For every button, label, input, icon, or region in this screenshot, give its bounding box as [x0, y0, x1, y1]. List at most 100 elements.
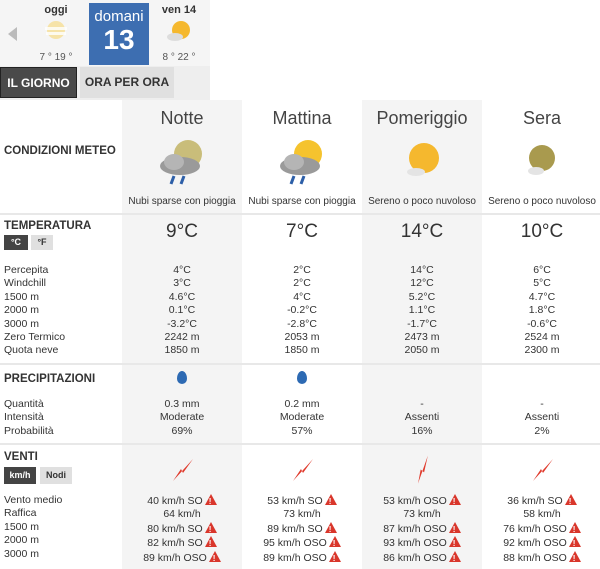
main-temperature: 10°C: [520, 221, 564, 242]
forecast-table: CONDIZIONI METEO Notte Nubi sparse con pi…: [0, 100, 600, 569]
value: 16%: [411, 424, 433, 437]
row-label: 2000 m: [4, 534, 40, 547]
value-column: 0.2 mm Moderate 57%: [242, 398, 362, 438]
period-name: Mattina: [272, 108, 332, 128]
value-column: 6°C 5°C 4.7°C 1.8°C -0.6°C 2524 m 2300 m: [482, 264, 600, 358]
previous-day-arrow-icon[interactable]: [8, 27, 17, 41]
value-column: 53 km/h SO73 km/h89 km/h SO 95 km/h OSO89…: [242, 494, 362, 565]
day-ven-14[interactable]: ven 14 8 ° 22 °: [150, 0, 208, 65]
day-selector: oggi 7 ° 19 ° domani 13 ven 14 8 ° 22 ° …: [0, 0, 210, 100]
value: 1850 m: [284, 344, 320, 357]
day-temps: 8 ° 22 °: [162, 52, 196, 63]
value-row: 57%: [242, 425, 362, 438]
value-column: 40 km/h SO64 km/h80 km/h SO 82 km/h SO89 …: [122, 494, 242, 565]
value-row: -1.7°C: [362, 318, 482, 331]
value: 3°C: [173, 277, 191, 290]
tab-il-giorno[interactable]: IL GIORNO: [0, 67, 77, 98]
tab-ora-per-ora[interactable]: ORA PER ORA: [80, 67, 174, 98]
warning-icon[interactable]: [448, 494, 461, 508]
row-label: Percepita: [4, 264, 49, 276]
warning-icon[interactable]: [564, 494, 577, 508]
value-row: 1.1°C: [362, 304, 482, 317]
sun-small-cloud-icon: [362, 136, 482, 188]
row-label: Quantità: [4, 398, 44, 410]
view-tabs: IL GIORNO ORA PER ORA: [0, 66, 210, 100]
moon-small-cloud-icon: [482, 136, 600, 188]
row-label: 2000 m: [4, 304, 40, 317]
value: 64 km/h: [163, 508, 201, 521]
day-name: ven 14: [161, 4, 197, 16]
period-description: Sereno o poco nuvoloso: [368, 196, 476, 207]
warning-icon[interactable]: [204, 494, 217, 508]
warning-icon[interactable]: [568, 550, 581, 565]
value: 1.1°C: [408, 304, 436, 317]
value-row: 5.2°C: [362, 291, 482, 304]
wind-direction-arrow-icon: [362, 455, 482, 485]
value-row: Assenti: [482, 411, 600, 424]
warning-icon[interactable]: [448, 536, 461, 551]
value-row: 89 km/h OSO: [242, 550, 362, 565]
row-label: Windchill: [4, 277, 47, 290]
warning-icon[interactable]: [208, 550, 221, 565]
value: 87 km/h OSO: [383, 522, 447, 535]
warning-icon[interactable]: [568, 536, 581, 551]
value: 0.3 mm: [164, 398, 200, 410]
value: 6°C: [533, 264, 551, 276]
warning-icon[interactable]: [324, 521, 337, 536]
value-row: 73 km/h: [242, 508, 362, 521]
day-domani-selected[interactable]: domani 13: [89, 3, 149, 65]
value: 36 km/h SO: [507, 495, 563, 507]
unit-celsius-button[interactable]: °C: [4, 235, 28, 250]
value: 92 km/h OSO: [503, 537, 567, 550]
drop-shape: [297, 371, 307, 384]
value: Moderate: [159, 411, 205, 424]
value-row: 2%: [482, 425, 600, 438]
warning-icon[interactable]: [568, 521, 581, 536]
value: 5.2°C: [408, 290, 436, 303]
value: 5°C: [533, 277, 551, 290]
value-row: 4.6°C: [122, 291, 242, 304]
row-label: 3000 m: [4, 547, 40, 560]
moon-cloud-rain-icon: [122, 136, 242, 188]
value: 2050 m: [404, 344, 440, 357]
unit-kmh-button[interactable]: km/h: [4, 467, 36, 484]
day-oggi[interactable]: oggi 7 ° 19 °: [27, 0, 85, 65]
value: 2473 m: [404, 331, 440, 344]
value: 2300 m: [524, 344, 560, 357]
drop-shape: [177, 371, 187, 384]
conditions-section: CONDIZIONI METEO Notte Nubi sparse con pi…: [0, 100, 600, 215]
day-name: oggi: [44, 4, 68, 16]
value: 76 km/h OSO: [503, 522, 567, 535]
value-row: 36 km/h SO: [482, 494, 600, 508]
row-labels: Vento medio Raffica 1500 m 2000 m 3000 m: [4, 494, 62, 561]
wind-direction-arrow-icon: [482, 455, 600, 485]
value-row: 64 km/h: [122, 508, 242, 521]
value-column: 4°C 3°C 4.6°C 0.1°C -3.2°C 2242 m 1850 m: [122, 264, 242, 358]
value-row: Moderate: [122, 411, 242, 424]
value-column: - Assenti 16%: [362, 398, 482, 438]
warning-icon[interactable]: [324, 494, 337, 508]
value-row: 1850 m: [122, 344, 242, 357]
value-row: 14°C: [362, 264, 482, 277]
value-column: 53 km/h OSO73 km/h87 km/h OSO 93 km/h OSO…: [362, 494, 482, 565]
value-row: 12°C: [362, 277, 482, 290]
value-row: 2242 m: [122, 331, 242, 344]
unit-fahrenheit-button[interactable]: °F: [31, 235, 53, 250]
day-number: 13: [103, 24, 135, 55]
unit-knots-button[interactable]: Nodi: [40, 467, 72, 484]
value: 2%: [534, 424, 550, 437]
warning-icon[interactable]: [448, 550, 461, 565]
warning-icon[interactable]: [204, 521, 217, 536]
value: -3.2°C: [167, 317, 197, 330]
value: 4.7°C: [528, 290, 556, 303]
value: 2°C: [293, 264, 311, 276]
period-description: Nubi sparse con pioggia: [128, 196, 236, 207]
warning-icon[interactable]: [328, 550, 341, 565]
warning-icon[interactable]: [204, 536, 217, 551]
row-label: Vento medio: [4, 494, 63, 506]
row-label: 3000 m: [4, 317, 40, 330]
warning-icon[interactable]: [448, 521, 461, 536]
value-row: 2053 m: [242, 331, 362, 344]
rain-drop-icon: [122, 365, 242, 384]
warning-icon[interactable]: [328, 536, 341, 551]
